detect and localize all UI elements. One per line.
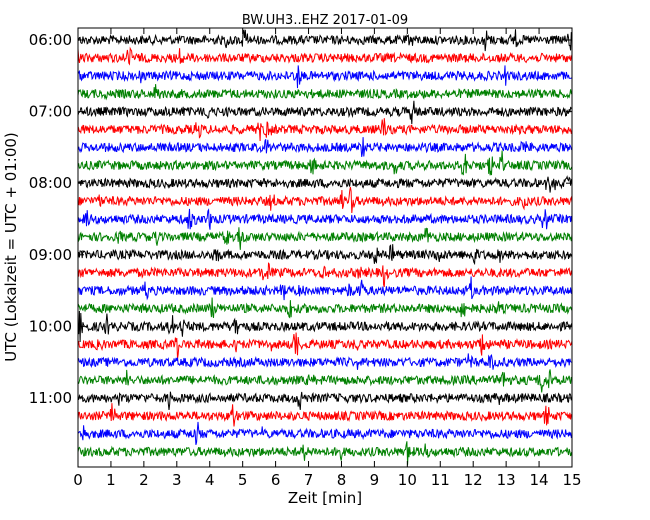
- trace-line-0: [77, 29, 573, 52]
- y-tick-label: 08:00: [29, 174, 72, 192]
- trace-line-11: [77, 227, 573, 250]
- x-tick-label: 9: [370, 471, 380, 489]
- x-axis-ticks: 0 1 2 3 4 5 6 7 8 9 10 11 12 13 14 15: [73, 28, 582, 489]
- trace-line-10: [77, 208, 573, 230]
- trace-line-8: [77, 175, 573, 193]
- x-tick-label: 11: [431, 471, 450, 489]
- trace-line-17: [77, 332, 573, 360]
- trace-line-15: [77, 297, 573, 319]
- x-tick-label: 3: [172, 471, 182, 489]
- trace-line-1: [77, 46, 573, 66]
- y-tick-label: 06:00: [29, 31, 72, 49]
- x-tick-label: 8: [337, 471, 347, 489]
- trace-line-22: [77, 421, 573, 446]
- trace-line-6: [77, 137, 573, 157]
- x-axis-label: Zeit [min]: [288, 489, 362, 507]
- x-tick-label: 7: [304, 471, 314, 489]
- trace-line-14: [77, 276, 573, 301]
- y-tick-label: 07:00: [29, 103, 72, 121]
- y-axis-label: UTC (Lokalzeit = UTC + 01:00): [2, 132, 20, 362]
- chart-title: BW.UH3..EHZ 2017-01-09: [242, 13, 408, 28]
- trace-line-23: [77, 441, 573, 465]
- trace-line-4: [77, 100, 573, 125]
- trace-line-18: [77, 353, 573, 370]
- x-tick-label: 4: [205, 471, 215, 489]
- trace-line-16: [77, 310, 573, 343]
- y-axis-ticks: 06:00 07:00 08:00 09:00 10:00 11:00: [29, 31, 572, 407]
- trace-line-13: [77, 262, 573, 288]
- x-tick-label: 15: [562, 471, 581, 489]
- trace-group: [77, 29, 573, 465]
- x-tick-label: 13: [497, 471, 516, 489]
- x-tick-label: 5: [238, 471, 248, 489]
- x-tick-label: 2: [139, 471, 149, 489]
- x-tick-label: 1: [106, 471, 116, 489]
- trace-line-7: [77, 150, 573, 176]
- y-tick-label: 11:00: [29, 389, 72, 407]
- y-tick-label: 10:00: [29, 317, 72, 335]
- plot-frame: [77, 27, 573, 468]
- trace-line-20: [77, 391, 573, 410]
- x-tick-label: 10: [398, 471, 417, 489]
- trace-line-2: [77, 65, 573, 89]
- trace-line-3: [77, 84, 573, 101]
- trace-line-5: [77, 118, 573, 142]
- trace-line-21: [77, 403, 573, 427]
- trace-line-9: [77, 187, 573, 214]
- trace-line-19: [77, 369, 573, 393]
- y-tick-label: 09:00: [29, 246, 72, 264]
- x-tick-label: 0: [73, 471, 83, 489]
- x-tick-label: 14: [530, 471, 549, 489]
- trace-line-12: [77, 244, 573, 266]
- x-tick-label: 6: [271, 471, 281, 489]
- x-tick-label: 12: [464, 471, 483, 489]
